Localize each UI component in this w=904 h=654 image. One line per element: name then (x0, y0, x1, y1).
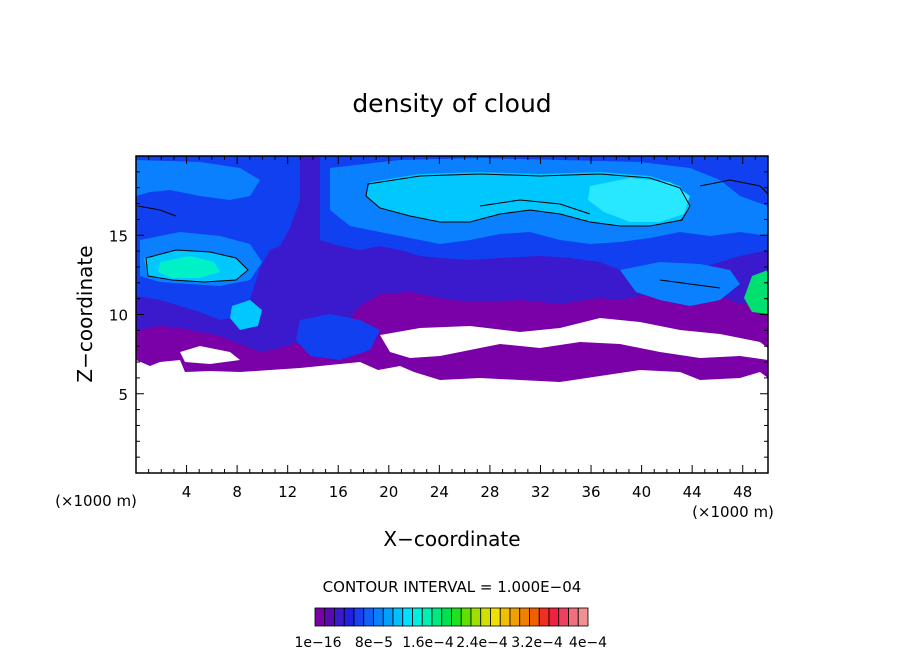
contour-line (137, 205, 177, 217)
colorbar-swatch (529, 607, 540, 627)
colorbar-swatch (314, 607, 326, 627)
colorbar-label: 2.4e−4 (456, 635, 508, 651)
colorbar-label: 8e−5 (355, 635, 393, 651)
colorbar-swatch (373, 607, 384, 627)
y-tick-label: 15 (109, 227, 128, 245)
colorbar-swatch (343, 607, 355, 627)
y-tick-label: 5 (118, 386, 128, 404)
colorbar-swatch (480, 607, 491, 627)
x-unit-right: (×1000 m) (692, 503, 774, 521)
colorbar-swatch (568, 607, 579, 627)
gap-region (180, 346, 240, 364)
x-unit-left: (×1000 m) (55, 492, 137, 510)
density-region-level-7 (744, 270, 768, 314)
colorbar-swatch (441, 607, 452, 627)
colorbar: 1e−16 8e−5 1.6e−4 2.4e−4 3.2e−4 4e−4 (294, 607, 607, 651)
x-tick-label: 48 (733, 483, 752, 501)
colorbar-swatch (499, 607, 511, 627)
x-tick-label: 4 (182, 483, 192, 501)
x-tick-label: 28 (480, 483, 499, 501)
colorbar-swatch (538, 607, 550, 627)
density-region-level-5 (230, 300, 262, 330)
gap-region (380, 318, 768, 360)
colorbar-label: 1e−16 (294, 635, 341, 651)
colorbar-label: 4e−4 (569, 635, 607, 651)
x-axis-label: X−coordinate (383, 527, 520, 551)
x-tick-label: 16 (329, 483, 348, 501)
colorbar-swatch (363, 607, 374, 627)
colorbar-label: 3.2e−4 (511, 635, 563, 651)
x-tick-label: 24 (430, 483, 449, 501)
contour-line (659, 279, 721, 289)
colorbar-swatch (548, 607, 560, 627)
colorbar-swatch (509, 607, 521, 627)
x-tick-label: 44 (683, 483, 702, 501)
colorbar-swatch (353, 607, 365, 627)
contour-line (145, 249, 249, 283)
contour-line (699, 179, 768, 195)
colorbar-swatch (558, 607, 569, 627)
contour-line (365, 173, 691, 227)
density-region-level-6 (588, 178, 690, 222)
density-region-level-4 (136, 160, 260, 200)
colorbar-swatch (470, 607, 482, 627)
x-tick-label: 36 (581, 483, 600, 501)
colorbar-swatch (451, 607, 462, 627)
colorbar-swatch (490, 607, 501, 627)
contour-lines (137, 173, 768, 289)
colorbar-swatch (577, 607, 589, 627)
contour-interval-label: CONTOUR INTERVAL = 1.000E−04 (323, 578, 582, 596)
colorbar-swatch (421, 607, 433, 627)
x-tick-label: 12 (278, 483, 297, 501)
colorbar-swatch (324, 607, 335, 627)
colorbar-swatch (460, 607, 472, 627)
x-tick-label: 8 (232, 483, 242, 501)
density-region-level-6 (158, 256, 220, 278)
colorbar-swatch (412, 607, 423, 627)
density-region-level-4 (620, 262, 740, 306)
x-tick-label: 32 (531, 483, 550, 501)
y-axis-label: Z−coordinate (73, 245, 97, 382)
cloud-density-field (136, 156, 768, 473)
colorbar-label: 1.6e−4 (402, 635, 454, 651)
contour-line (479, 199, 591, 215)
x-tick-label: 20 (379, 483, 398, 501)
colorbar-swatch (519, 607, 530, 627)
chart-title: density of cloud (352, 89, 551, 118)
colorbar-swatch (392, 607, 404, 627)
y-tick-label: 10 (109, 307, 128, 325)
colorbar-swatch (402, 607, 413, 627)
colorbar-swatch (431, 607, 443, 627)
colorbar-swatch (382, 607, 394, 627)
colorbar-swatch (334, 607, 345, 627)
x-tick-label: 40 (632, 483, 651, 501)
density-region-level-3 (296, 314, 380, 360)
